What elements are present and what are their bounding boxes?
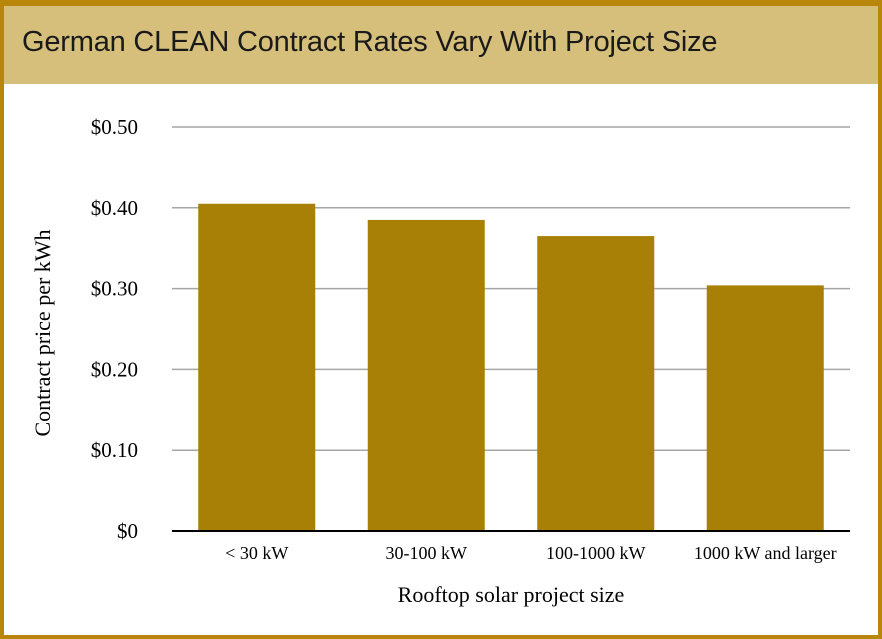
x-axis-title: Rooftop solar project size (398, 582, 625, 607)
y-tick-label: $0.30 (91, 277, 138, 301)
title-banner: German CLEAN Contract Rates Vary With Pr… (4, 6, 878, 84)
y-tick-label: $0.20 (91, 357, 138, 381)
bar (706, 285, 824, 531)
x-tick-label: 100-1000 kW (546, 543, 645, 563)
x-tick-label: < 30 kW (225, 543, 288, 563)
y-axis-title: Contract price per kWh (30, 229, 55, 436)
chart-title: German CLEAN Contract Rates Vary With Pr… (22, 25, 718, 58)
y-tick-label: $0 (117, 519, 138, 543)
x-tick-label: 30-100 kW (386, 543, 467, 563)
bar (537, 236, 655, 531)
y-tick-label: $0.10 (91, 438, 138, 462)
x-tick-label: 1000 kW and larger (694, 543, 837, 563)
y-tick-label: $0.50 (91, 115, 138, 139)
bar (367, 219, 485, 532)
y-tick-label: $0.40 (91, 196, 138, 220)
bar (198, 203, 316, 531)
